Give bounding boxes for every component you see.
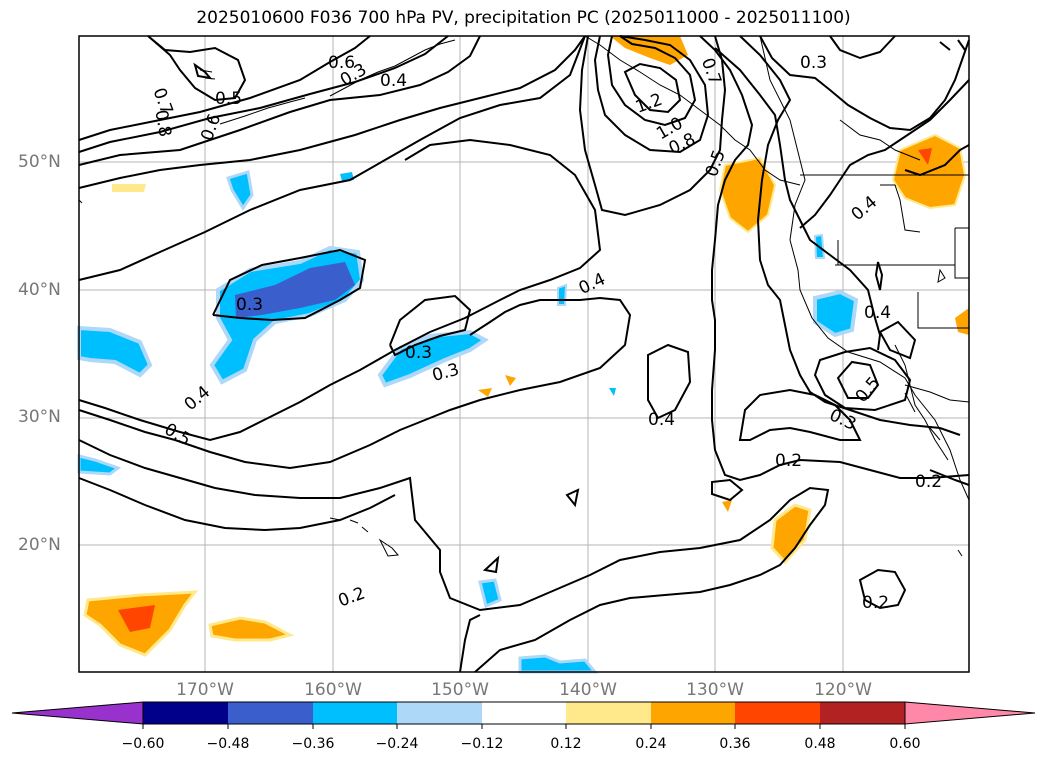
- contour-label: 0.5: [215, 89, 242, 109]
- contour-label: 0.6: [328, 53, 355, 73]
- pv-contours: [78, 35, 970, 673]
- coastlines: [78, 35, 970, 557]
- contour-label: 0.4: [864, 303, 891, 323]
- colorbar-tick-label: 0.36: [719, 736, 751, 752]
- precip-positive-area: [918, 148, 932, 165]
- contour-label: 0.4: [181, 382, 215, 415]
- contour-label: 0.8: [150, 108, 174, 138]
- colorbar-segment: [566, 702, 651, 724]
- colorbar: [11, 701, 1036, 729]
- precip-positive-area: [208, 616, 295, 642]
- colorbar-extend-low: [11, 701, 144, 725]
- colorbar-tick-label: −0.48: [206, 736, 250, 752]
- colorbar-extend-high: [904, 701, 1036, 725]
- contour-label: 0.3: [236, 295, 263, 315]
- contour-label: 0.4: [848, 192, 882, 225]
- colorbar-tick-label: −0.12: [460, 736, 504, 752]
- colorbar-segment: [735, 702, 820, 724]
- precip-negative-area: [813, 289, 859, 338]
- colorbar-tick-label: −0.60: [121, 736, 165, 752]
- lat-label: 30°N: [18, 407, 61, 427]
- contour-label: 0.7: [697, 55, 725, 87]
- colorbar-tick-label: −0.36: [291, 736, 335, 752]
- precip-positive-area: [770, 503, 812, 565]
- contour-label: 0.3: [800, 53, 827, 73]
- colorbar-segment: [651, 702, 735, 724]
- precip-negative-area: [77, 325, 153, 378]
- contour-label: 0.3: [405, 343, 432, 363]
- colorbar-segment: [397, 702, 482, 724]
- lat-label: 20°N: [18, 535, 61, 555]
- contour-label: 0.4: [576, 269, 609, 299]
- precip-negative-area: [478, 578, 502, 609]
- contour-label: 0.5: [852, 373, 885, 407]
- contour-label: 0.4: [380, 71, 407, 91]
- colorbar-tick-label: 0.24: [635, 736, 667, 752]
- lon-label: 170°W: [176, 680, 234, 700]
- lon-label: 130°W: [686, 680, 744, 700]
- precip-negative-area: [518, 654, 599, 674]
- contour-label: 0.2: [862, 593, 889, 613]
- map-frame: [78, 35, 970, 673]
- precip-negative-area: [609, 388, 616, 396]
- precip-negative-area: [377, 329, 489, 388]
- lon-label: 150°W: [431, 680, 489, 700]
- precipitation-shading: [77, 36, 969, 674]
- colorbar-tick-label: −0.24: [375, 736, 419, 752]
- lon-label: 160°W: [304, 680, 362, 700]
- colorbar-frame: [142, 701, 906, 725]
- contour-label: 1.2: [633, 90, 665, 118]
- precip-negative-area: [235, 262, 355, 318]
- precip-positive-area: [478, 388, 492, 397]
- precip-positive-area: [722, 500, 732, 512]
- precip-negative-area: [77, 454, 122, 476]
- colorbar-segment: [228, 702, 313, 724]
- colorbar-segment: [313, 702, 397, 724]
- lat-label: 40°N: [18, 280, 61, 300]
- lon-label: 140°W: [559, 680, 617, 700]
- lat-label: 50°N: [18, 152, 61, 172]
- contour-label: 0.4: [648, 410, 675, 430]
- precip-positive-area: [118, 605, 155, 632]
- colorbar-segment: [820, 702, 905, 724]
- contour-label: 0.2: [915, 472, 942, 492]
- colorbar-tick-label: 0.60: [889, 736, 921, 752]
- colorbar-segment: [143, 702, 228, 724]
- precip-positive-area: [505, 375, 516, 386]
- map-title: 2025010600 F036 700 hPa PV, precipitatio…: [196, 8, 851, 28]
- precip-positive-area: [718, 156, 777, 234]
- contour-label: 0.2: [336, 583, 368, 611]
- colorbar-tick-label: 0.12: [550, 736, 582, 752]
- contour-label: 0.2: [775, 451, 802, 471]
- lon-label: 120°W: [814, 680, 872, 700]
- colorbar-segment: [482, 702, 566, 724]
- precip-positive-area: [955, 308, 969, 335]
- precip-positive-area: [112, 184, 146, 192]
- precip-negative-area: [557, 283, 568, 306]
- colorbar-tick-label: 0.48: [804, 736, 836, 752]
- precip-negative-area: [226, 170, 254, 211]
